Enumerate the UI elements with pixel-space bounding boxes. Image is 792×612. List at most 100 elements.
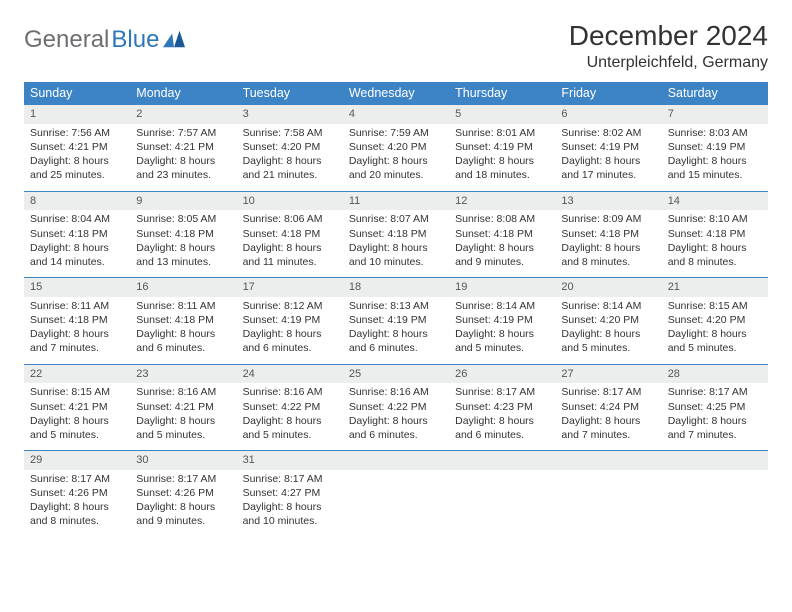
brand-logo: GeneralBlue [24,26,185,54]
day-number-cell: 23 [130,364,236,383]
day-number-cell: 1 [24,105,130,124]
day-number-cell: 4 [343,105,449,124]
sunset-line: Sunset: 4:18 PM [30,227,124,241]
brand-text-2: Blue [111,26,159,54]
calendar-page: GeneralBlue December 2024 Unterpleichfel… [0,0,792,557]
sunset-line: Sunset: 4:18 PM [668,227,762,241]
data-row: Sunrise: 8:04 AMSunset: 4:18 PMDaylight:… [24,210,768,277]
day-number-cell: 7 [662,105,768,124]
daylight-line: Daylight: 8 hours and 14 minutes. [30,241,124,269]
day-data-cell: Sunrise: 7:58 AMSunset: 4:20 PMDaylight:… [237,124,343,191]
calendar-head: SundayMondayTuesdayWednesdayThursdayFrid… [24,82,768,105]
day-number-cell [555,451,661,470]
sunset-line: Sunset: 4:21 PM [30,140,124,154]
sunrise-line: Sunrise: 8:08 AM [455,212,549,226]
day-data-cell [343,470,449,537]
data-row: Sunrise: 8:15 AMSunset: 4:21 PMDaylight:… [24,383,768,450]
sunrise-line: Sunrise: 8:07 AM [349,212,443,226]
day-data-cell: Sunrise: 8:04 AMSunset: 4:18 PMDaylight:… [24,210,130,277]
daylight-line: Daylight: 8 hours and 21 minutes. [243,154,337,182]
day-data-cell: Sunrise: 8:10 AMSunset: 4:18 PMDaylight:… [662,210,768,277]
dow-header: Saturday [662,82,768,105]
dow-header: Friday [555,82,661,105]
sunset-line: Sunset: 4:19 PM [243,313,337,327]
sunrise-line: Sunrise: 8:03 AM [668,126,762,140]
sunset-line: Sunset: 4:19 PM [561,140,655,154]
sunrise-line: Sunrise: 8:17 AM [561,385,655,399]
daylight-line: Daylight: 8 hours and 7 minutes. [561,414,655,442]
daylight-line: Daylight: 8 hours and 11 minutes. [243,241,337,269]
location-text: Unterpleichfeld, Germany [569,54,768,72]
title-block: December 2024 Unterpleichfeld, Germany [569,20,768,72]
day-number-cell: 20 [555,278,661,297]
sunrise-line: Sunrise: 8:14 AM [561,299,655,313]
data-row: Sunrise: 7:56 AMSunset: 4:21 PMDaylight:… [24,124,768,191]
daylight-line: Daylight: 8 hours and 10 minutes. [243,500,337,528]
day-data-cell [555,470,661,537]
day-number-cell: 22 [24,364,130,383]
daylight-line: Daylight: 8 hours and 8 minutes. [668,241,762,269]
daylight-line: Daylight: 8 hours and 6 minutes. [455,414,549,442]
day-number-cell: 5 [449,105,555,124]
day-data-cell [449,470,555,537]
day-data-cell: Sunrise: 8:15 AMSunset: 4:21 PMDaylight:… [24,383,130,450]
sunrise-line: Sunrise: 8:17 AM [668,385,762,399]
sunset-line: Sunset: 4:18 PM [30,313,124,327]
daylight-line: Daylight: 8 hours and 5 minutes. [30,414,124,442]
sunset-line: Sunset: 4:21 PM [30,400,124,414]
sunrise-line: Sunrise: 8:16 AM [136,385,230,399]
day-data-cell: Sunrise: 8:15 AMSunset: 4:20 PMDaylight:… [662,297,768,364]
dow-header: Sunday [24,82,130,105]
day-data-cell: Sunrise: 7:56 AMSunset: 4:21 PMDaylight:… [24,124,130,191]
sunset-line: Sunset: 4:24 PM [561,400,655,414]
day-number-cell: 21 [662,278,768,297]
daylight-line: Daylight: 8 hours and 9 minutes. [455,241,549,269]
calendar-body: 1234567Sunrise: 7:56 AMSunset: 4:21 PMDa… [24,105,768,537]
brand-text-1: General [24,26,109,54]
day-number-cell: 17 [237,278,343,297]
calendar-table: SundayMondayTuesdayWednesdayThursdayFrid… [24,82,768,537]
sunset-line: Sunset: 4:18 PM [136,313,230,327]
day-number-cell: 27 [555,364,661,383]
daynum-row: 22232425262728 [24,364,768,383]
day-data-cell: Sunrise: 8:05 AMSunset: 4:18 PMDaylight:… [130,210,236,277]
sunrise-line: Sunrise: 8:13 AM [349,299,443,313]
sunrise-line: Sunrise: 8:14 AM [455,299,549,313]
day-number-cell: 10 [237,191,343,210]
day-number-cell: 31 [237,451,343,470]
day-data-cell: Sunrise: 8:17 AMSunset: 4:26 PMDaylight:… [130,470,236,537]
daynum-row: 15161718192021 [24,278,768,297]
daylight-line: Daylight: 8 hours and 13 minutes. [136,241,230,269]
sunrise-line: Sunrise: 8:17 AM [136,472,230,486]
day-data-cell: Sunrise: 8:03 AMSunset: 4:19 PMDaylight:… [662,124,768,191]
sunrise-line: Sunrise: 8:06 AM [243,212,337,226]
data-row: Sunrise: 8:11 AMSunset: 4:18 PMDaylight:… [24,297,768,364]
day-number-cell: 18 [343,278,449,297]
day-data-cell: Sunrise: 8:14 AMSunset: 4:20 PMDaylight:… [555,297,661,364]
daylight-line: Daylight: 8 hours and 7 minutes. [30,327,124,355]
dow-header: Monday [130,82,236,105]
sunrise-line: Sunrise: 7:59 AM [349,126,443,140]
daylight-line: Daylight: 8 hours and 8 minutes. [561,241,655,269]
sunset-line: Sunset: 4:18 PM [243,227,337,241]
day-data-cell: Sunrise: 8:14 AMSunset: 4:19 PMDaylight:… [449,297,555,364]
day-number-cell: 3 [237,105,343,124]
day-data-cell: Sunrise: 8:07 AMSunset: 4:18 PMDaylight:… [343,210,449,277]
day-number-cell: 25 [343,364,449,383]
day-data-cell: Sunrise: 8:01 AMSunset: 4:19 PMDaylight:… [449,124,555,191]
month-title: December 2024 [569,20,768,52]
day-number-cell: 9 [130,191,236,210]
page-header: GeneralBlue December 2024 Unterpleichfel… [24,20,768,72]
day-data-cell: Sunrise: 8:16 AMSunset: 4:22 PMDaylight:… [343,383,449,450]
daylight-line: Daylight: 8 hours and 10 minutes. [349,241,443,269]
daynum-row: 293031 [24,451,768,470]
daynum-row: 1234567 [24,105,768,124]
sunrise-line: Sunrise: 8:11 AM [30,299,124,313]
daylight-line: Daylight: 8 hours and 25 minutes. [30,154,124,182]
sunset-line: Sunset: 4:18 PM [349,227,443,241]
sunset-line: Sunset: 4:23 PM [455,400,549,414]
sunrise-line: Sunrise: 7:56 AM [30,126,124,140]
day-number-cell: 26 [449,364,555,383]
sunrise-line: Sunrise: 8:05 AM [136,212,230,226]
daylight-line: Daylight: 8 hours and 8 minutes. [30,500,124,528]
